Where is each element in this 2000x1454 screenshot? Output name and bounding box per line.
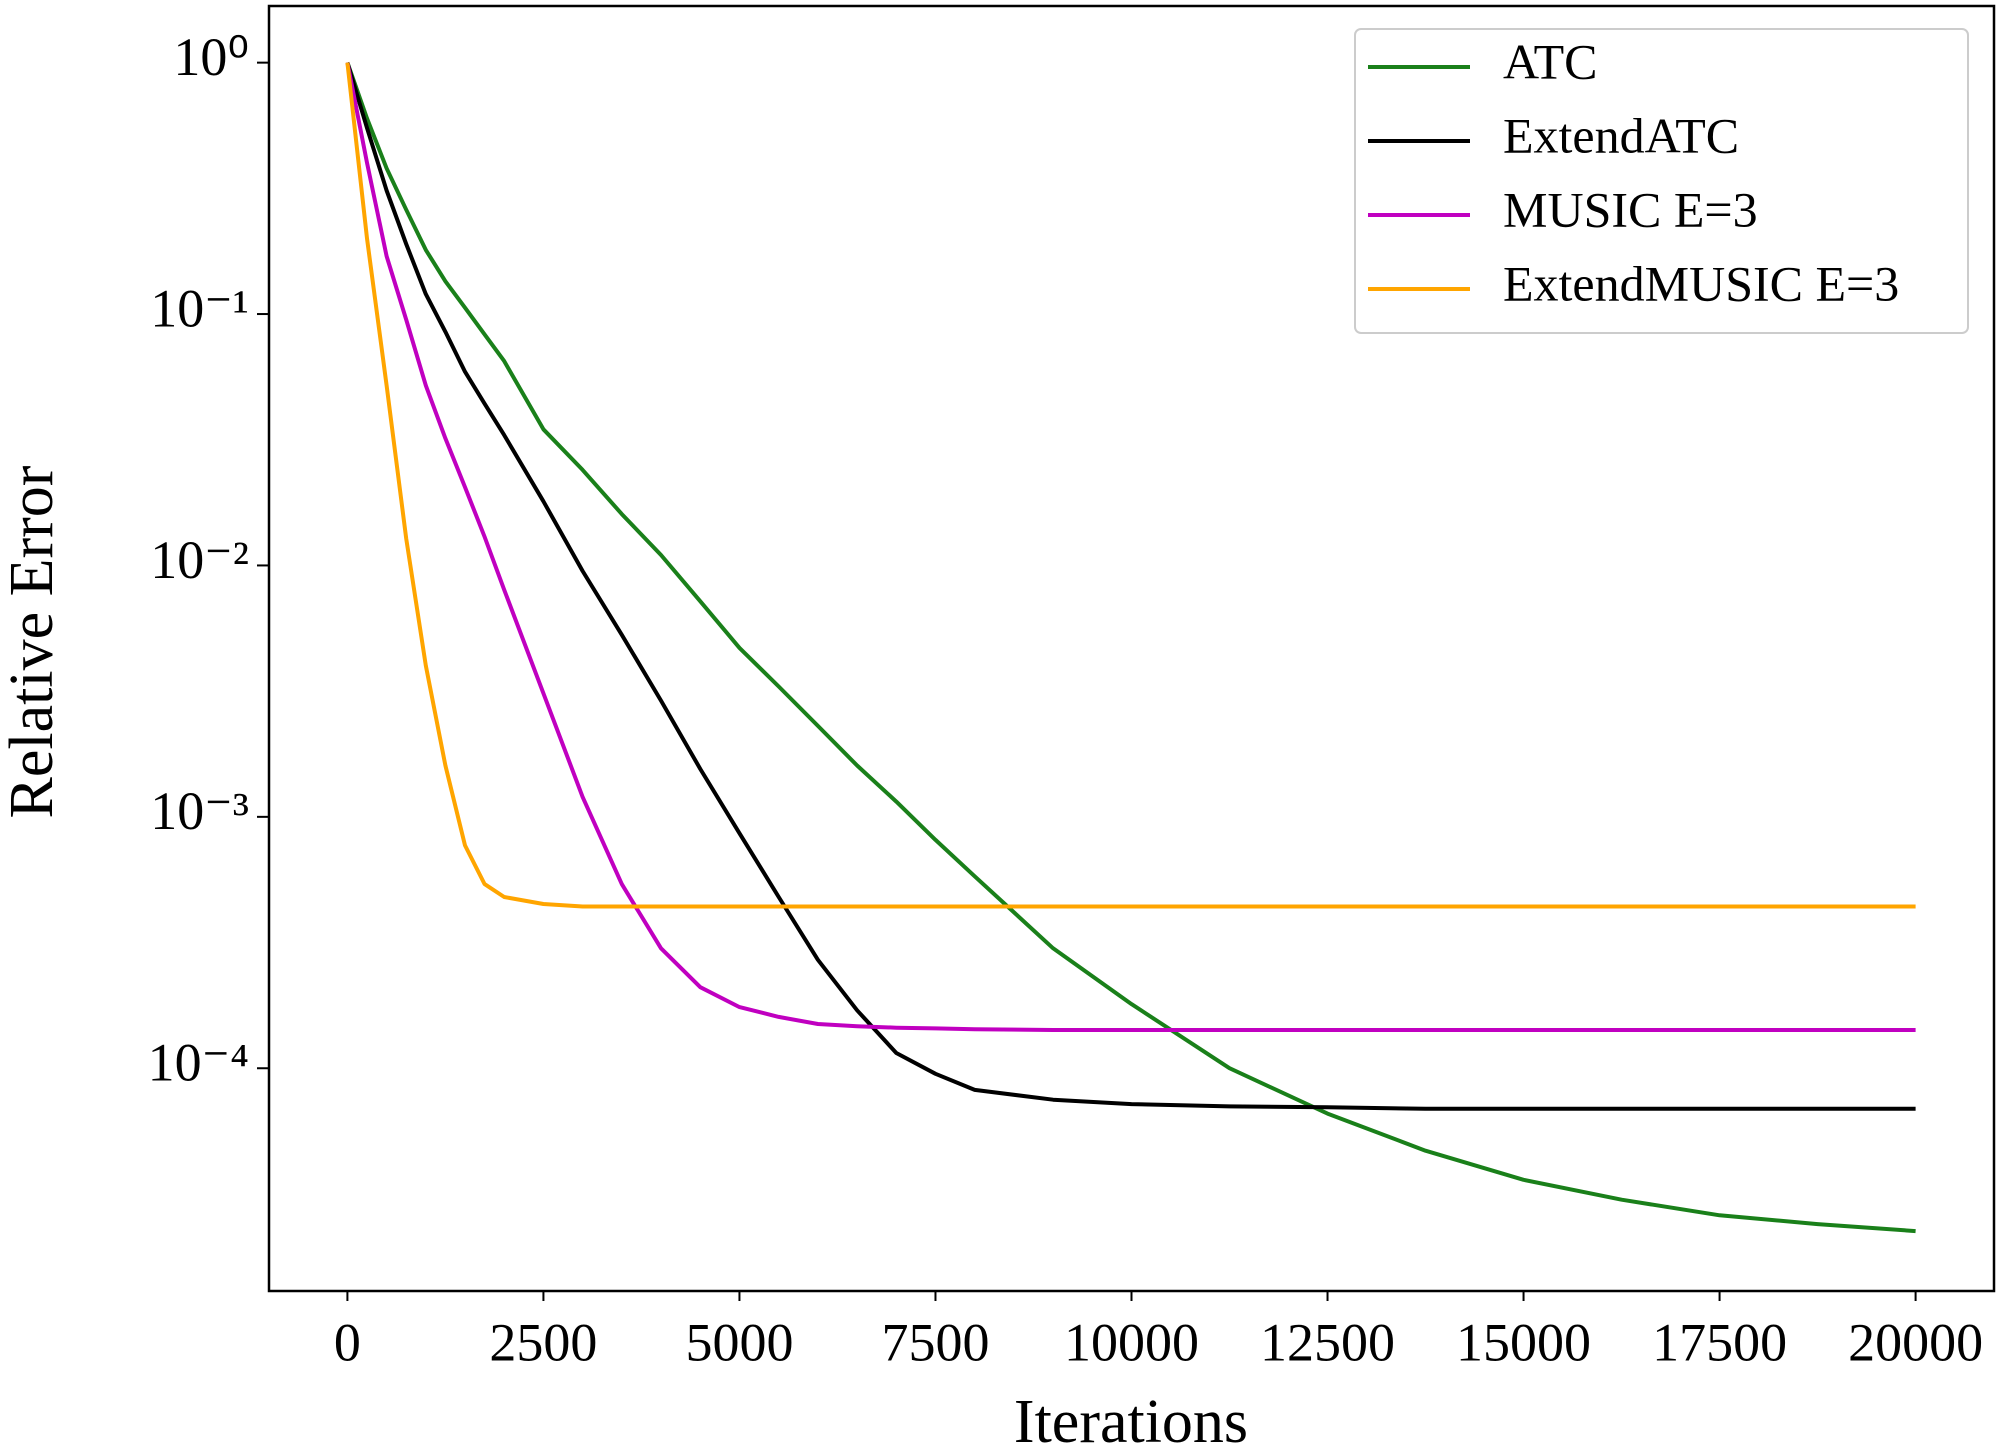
x-tick-label: 10000 [1064,1312,1199,1372]
x-tick-label: 12500 [1260,1312,1395,1372]
y-tick-label: 10⁻⁴ [148,1033,249,1093]
x-tick-label: 5000 [685,1312,793,1372]
y-tick-label: 10⁻¹ [150,278,249,338]
series-line [345,62,1916,1111]
series-line [345,62,1916,1032]
legend: ATC ExtendATC MUSIC E=3 ExtendMUSIC E=3 [1354,28,1969,334]
legend-label: ExtendMUSIC E=3 [1503,255,1899,311]
series-line [345,61,1916,1234]
x-tick-label: 20000 [1848,1312,1983,1372]
legend-box [1354,28,1969,334]
x-tick-label: 17500 [1652,1312,1787,1372]
y-tick-label: 10⁰ [173,27,249,87]
x-tick-label: 15000 [1456,1312,1591,1372]
x-tick-label: 2500 [489,1312,597,1372]
y-tick-label: 10⁻² [150,530,249,590]
x-axis-label: Iterations [1014,1388,1248,1454]
y-axis-label: Relative Error [0,465,66,818]
legend-label: ATC [1503,33,1597,89]
y-tick-label: 10⁻³ [150,781,249,841]
x-tick-label: 0 [334,1312,361,1372]
x-tick-label: 7500 [881,1312,989,1372]
series-line [345,62,1916,909]
legend-label: MUSIC E=3 [1503,181,1758,237]
legend-label: ExtendATC [1503,107,1739,163]
